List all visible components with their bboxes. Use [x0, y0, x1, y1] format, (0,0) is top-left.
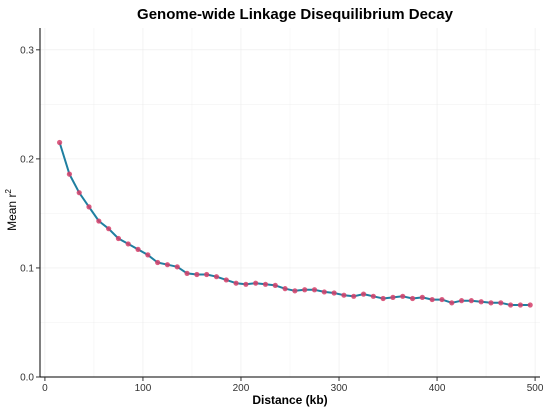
- data-point: [125, 241, 131, 247]
- data-point: [135, 246, 141, 252]
- data-point: [429, 296, 435, 303]
- data-point: [115, 235, 122, 242]
- data-point: [400, 293, 406, 299]
- series-line: [58, 142, 531, 306]
- data-point: [292, 288, 298, 294]
- data-point: [282, 286, 288, 292]
- data-point: [380, 295, 386, 302]
- data-point: [478, 299, 484, 305]
- data-point: [184, 270, 190, 276]
- data-point: [145, 252, 151, 258]
- y-axis-title: Mean r2: [4, 189, 19, 231]
- data-point: [155, 259, 161, 266]
- data-point: [223, 277, 229, 283]
- y-axis-ticks: 0.0 0.1 0.2 0.3: [20, 45, 40, 384]
- data-point: [419, 294, 425, 300]
- data-point: [449, 300, 455, 306]
- data-point: [527, 302, 533, 308]
- data-point: [321, 289, 327, 295]
- data-point: [204, 271, 210, 278]
- data-point: [253, 280, 259, 286]
- grid-lines: [40, 28, 540, 378]
- data-point: [174, 264, 180, 270]
- data-point: [360, 291, 367, 297]
- data-point: [213, 274, 220, 280]
- data-point: [106, 226, 112, 232]
- y-tick-label: 0.1: [20, 263, 34, 274]
- data-point: [517, 302, 523, 308]
- y-axis-title-superscript: 2: [4, 189, 13, 194]
- data-point: [96, 218, 102, 224]
- x-tick-label: 300: [331, 383, 348, 394]
- data-point: [243, 281, 249, 287]
- data-point: [272, 282, 278, 288]
- data-point: [233, 280, 239, 286]
- chart-title: Genome-wide Linkage Disequilibrium Decay: [137, 6, 454, 23]
- data-point: [488, 300, 494, 306]
- data-point: [439, 296, 445, 303]
- data-point: [66, 171, 73, 177]
- data-point: [370, 293, 376, 299]
- data-series: [57, 139, 533, 308]
- data-point: [507, 302, 514, 308]
- y-tick-label: 0.2: [20, 154, 34, 165]
- data-point: [86, 204, 92, 210]
- data-point: [76, 190, 82, 196]
- x-axis-title: Distance (kb): [252, 393, 327, 407]
- data-point: [390, 294, 396, 300]
- data-point: [194, 271, 200, 278]
- x-tick-label: 100: [135, 383, 152, 394]
- y-tick-label: 0.0: [20, 373, 34, 384]
- data-point: [498, 300, 504, 306]
- axes: [39, 28, 540, 378]
- data-point: [311, 287, 318, 293]
- data-point: [409, 295, 416, 302]
- data-point: [331, 290, 337, 296]
- data-point: [458, 298, 465, 304]
- x-axis-ticks: 0 100 200 300 400 500: [42, 377, 544, 394]
- x-tick-label: 500: [527, 383, 544, 394]
- data-point: [262, 281, 269, 287]
- data-point: [468, 298, 474, 304]
- data-point: [164, 262, 171, 268]
- x-tick-label: 400: [429, 383, 446, 394]
- y-tick-label: 0.3: [20, 45, 34, 56]
- x-tick-label: 0: [42, 383, 48, 394]
- data-point: [302, 287, 308, 293]
- data-point: [341, 292, 347, 298]
- data-point: [57, 139, 63, 146]
- data-point: [351, 293, 357, 299]
- y-axis-title-base: Mean r: [5, 194, 19, 231]
- x-tick-label: 200: [233, 383, 250, 394]
